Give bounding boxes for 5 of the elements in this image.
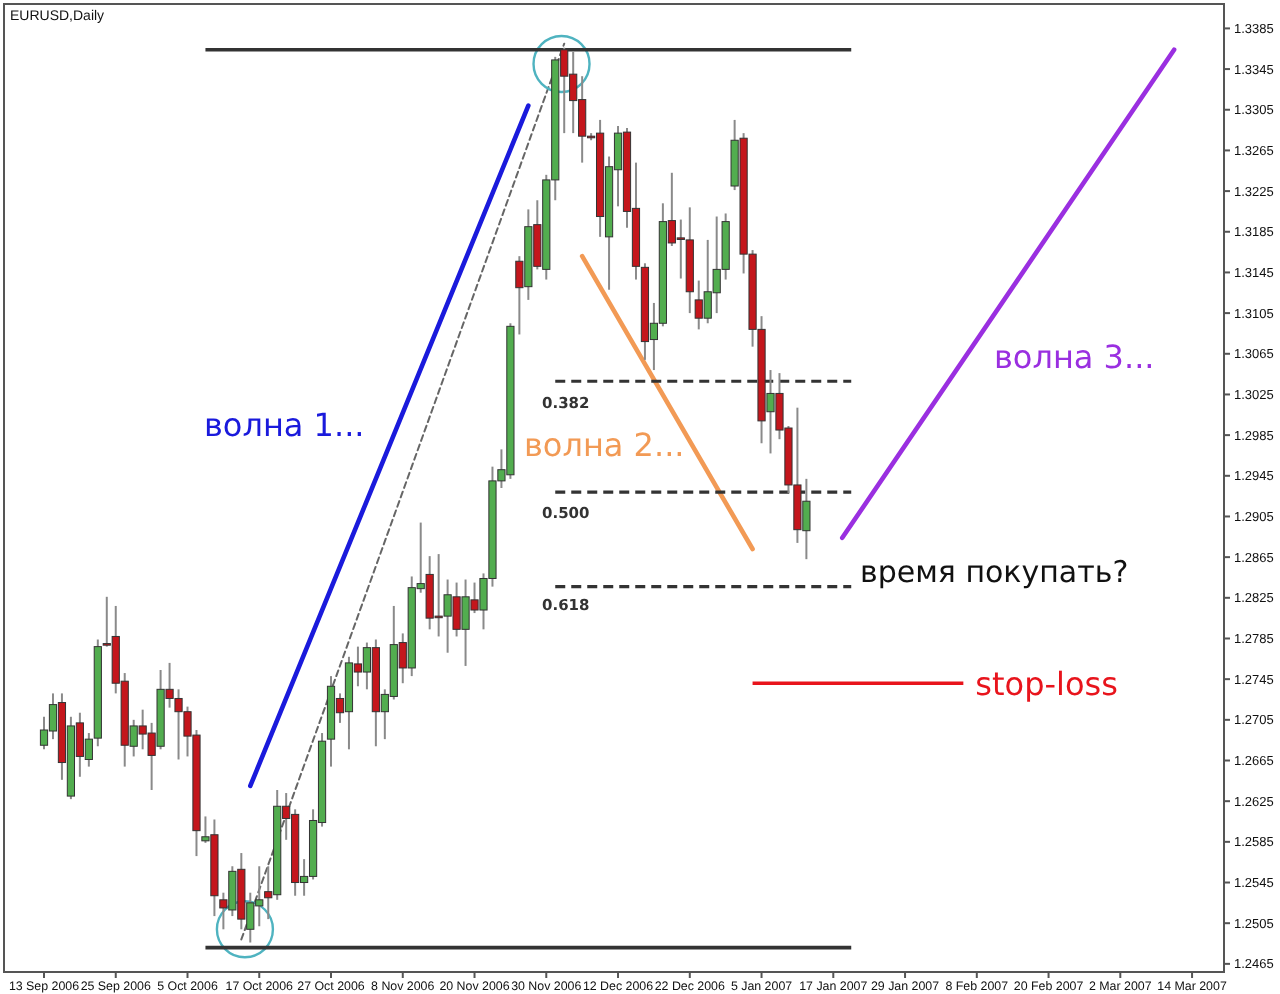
annotation: волна 1... xyxy=(204,406,365,444)
annotation: волна 3... xyxy=(994,338,1155,376)
annotation: время покупать? xyxy=(860,554,1129,590)
ref-line-label: stop-loss xyxy=(975,665,1118,704)
annotation: волна 2... xyxy=(524,426,685,464)
